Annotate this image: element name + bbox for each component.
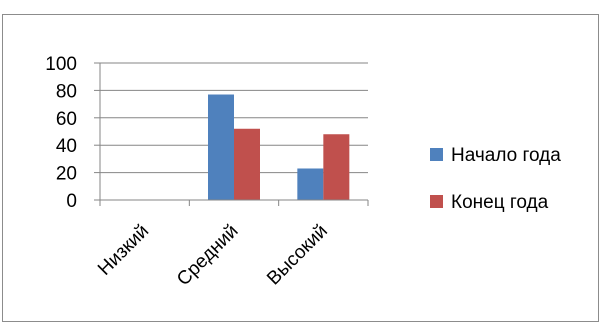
y-tick-label: 60 (56, 109, 77, 130)
y-tick-label: 100 (45, 54, 77, 75)
bar-end-2 (323, 134, 350, 200)
category-label: Высокий (263, 221, 332, 290)
bar-end-1 (234, 128, 260, 200)
legend-label: Начало года (451, 145, 561, 166)
category-labels: Низкий Средний Высокий (94, 221, 332, 290)
bar-start-1 (208, 94, 234, 200)
bars (208, 94, 350, 200)
y-tick-label: 80 (56, 81, 77, 102)
legend-swatch (430, 148, 443, 161)
axes (94, 62, 369, 206)
chart-frame (2, 14, 599, 322)
legend: Начало года Конец года (430, 145, 561, 213)
y-tick-label: 40 (56, 136, 77, 157)
y-tick-label: 0 (66, 191, 77, 212)
category-label: Средний (173, 221, 242, 290)
y-tick-label: 20 (56, 164, 77, 185)
bar-start-2 (297, 168, 324, 200)
category-label: Низкий (94, 221, 153, 280)
legend-swatch (430, 195, 443, 208)
y-tick-labels: 0 20 40 60 80 100 (45, 54, 77, 212)
legend-label: Конец года (451, 192, 549, 213)
